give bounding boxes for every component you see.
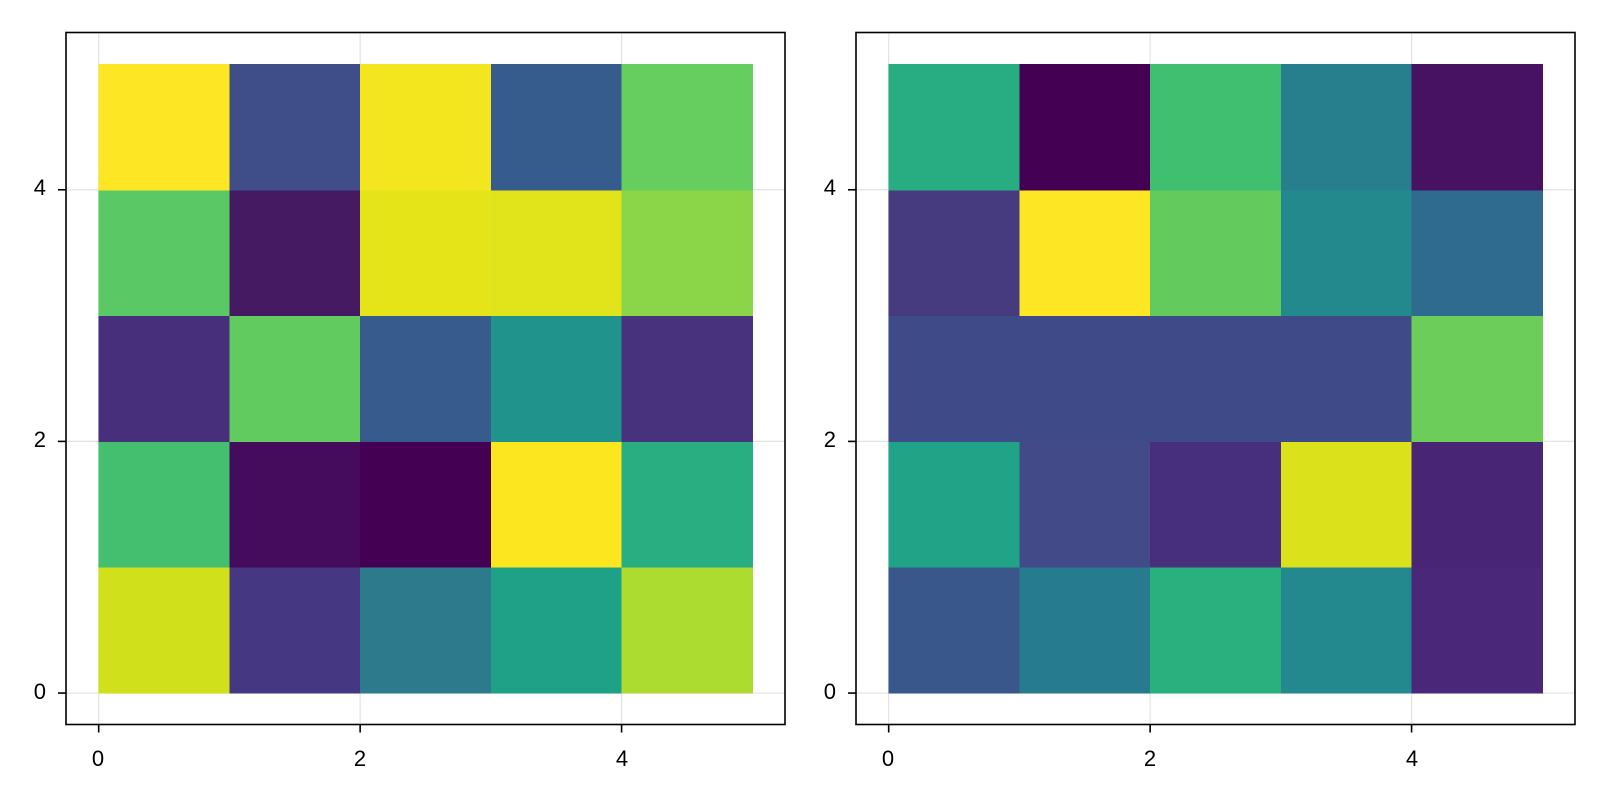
heatmap-cell <box>1280 315 1413 442</box>
heatmap-cell <box>360 441 492 568</box>
heatmap-cell <box>888 441 1020 568</box>
heatmap-panel-left: 0 2 4 0 2 4 <box>34 31 786 771</box>
x-tick-label: 4 <box>616 746 628 771</box>
heatmap-cell <box>360 315 492 442</box>
x-tick-label: 0 <box>882 746 894 771</box>
heatmap-cell <box>621 315 753 442</box>
heatmap-cell <box>490 315 623 442</box>
plot-frame <box>855 31 1576 726</box>
axis-ticks <box>58 188 623 733</box>
heatmap-cells <box>888 63 1543 694</box>
heatmap-cell <box>1019 63 1151 191</box>
heatmap-cells <box>98 63 753 694</box>
heatmap-cell <box>1019 567 1151 694</box>
heatmap-cell <box>888 315 1020 442</box>
heatmap-cell <box>1280 189 1413 317</box>
heatmap-cell <box>98 567 230 694</box>
heatmap-cell <box>229 189 361 317</box>
heatmap-panel-right: 0 2 4 0 2 4 <box>824 31 1576 771</box>
heatmap-cell <box>98 441 230 568</box>
heatmap-cell <box>490 63 623 191</box>
y-tick-label: 4 <box>824 175 836 200</box>
heatmap-cell <box>621 567 753 694</box>
heatmap-cell <box>1411 63 1543 191</box>
heatmap-cell <box>229 441 361 568</box>
heatmap-cell <box>1150 315 1282 442</box>
heatmap-cell <box>229 63 361 191</box>
heatmap-cell <box>888 567 1020 694</box>
y-tick-label: 0 <box>824 679 836 704</box>
axis-ticks <box>848 188 1413 733</box>
y-tick-label: 2 <box>824 427 836 452</box>
heatmap-cell <box>621 189 753 317</box>
heatmap-cell <box>229 315 361 442</box>
heatmap-cell <box>621 63 753 191</box>
heatmap-cell <box>888 63 1020 191</box>
heatmap-cell <box>360 567 492 694</box>
heatmap-cell <box>360 63 492 191</box>
heatmap-cell <box>621 441 753 568</box>
x-tick-label: 2 <box>354 746 366 771</box>
heatmap-cell <box>1150 567 1282 694</box>
heatmap-cell <box>98 315 230 442</box>
y-tick-label: 2 <box>34 427 46 452</box>
plot-frame <box>65 31 786 726</box>
heatmap-cell <box>1150 441 1282 568</box>
heatmap-cell <box>1280 567 1413 694</box>
x-tick-label: 2 <box>1144 746 1156 771</box>
heatmap-cell <box>1411 567 1543 694</box>
heatmap-cell <box>1280 441 1413 568</box>
x-tick-label: 4 <box>1406 746 1418 771</box>
heatmap-cell <box>229 567 361 694</box>
y-tick-label: 0 <box>34 679 46 704</box>
heatmap-cell <box>1150 63 1282 191</box>
heatmap-cell <box>1411 315 1543 442</box>
heatmap-cell <box>1411 189 1543 317</box>
heatmap-cell <box>360 189 492 317</box>
heatmap-cell <box>1280 63 1413 191</box>
heatmap-cell <box>490 567 623 694</box>
heatmap-cell <box>1019 441 1151 568</box>
heatmap-cell <box>1411 441 1543 568</box>
x-tick-label: 0 <box>92 746 104 771</box>
heatmap-cell <box>1150 189 1282 317</box>
y-tick-label: 4 <box>34 175 46 200</box>
heatmap-cell <box>490 441 623 568</box>
heatmap-cell <box>1019 189 1151 317</box>
heatmap-cell <box>888 189 1020 317</box>
heatmap-cell <box>98 189 230 317</box>
heatmap-cell <box>1019 315 1151 442</box>
heatmap-cell <box>490 189 623 317</box>
heatmap-cell <box>98 63 230 191</box>
